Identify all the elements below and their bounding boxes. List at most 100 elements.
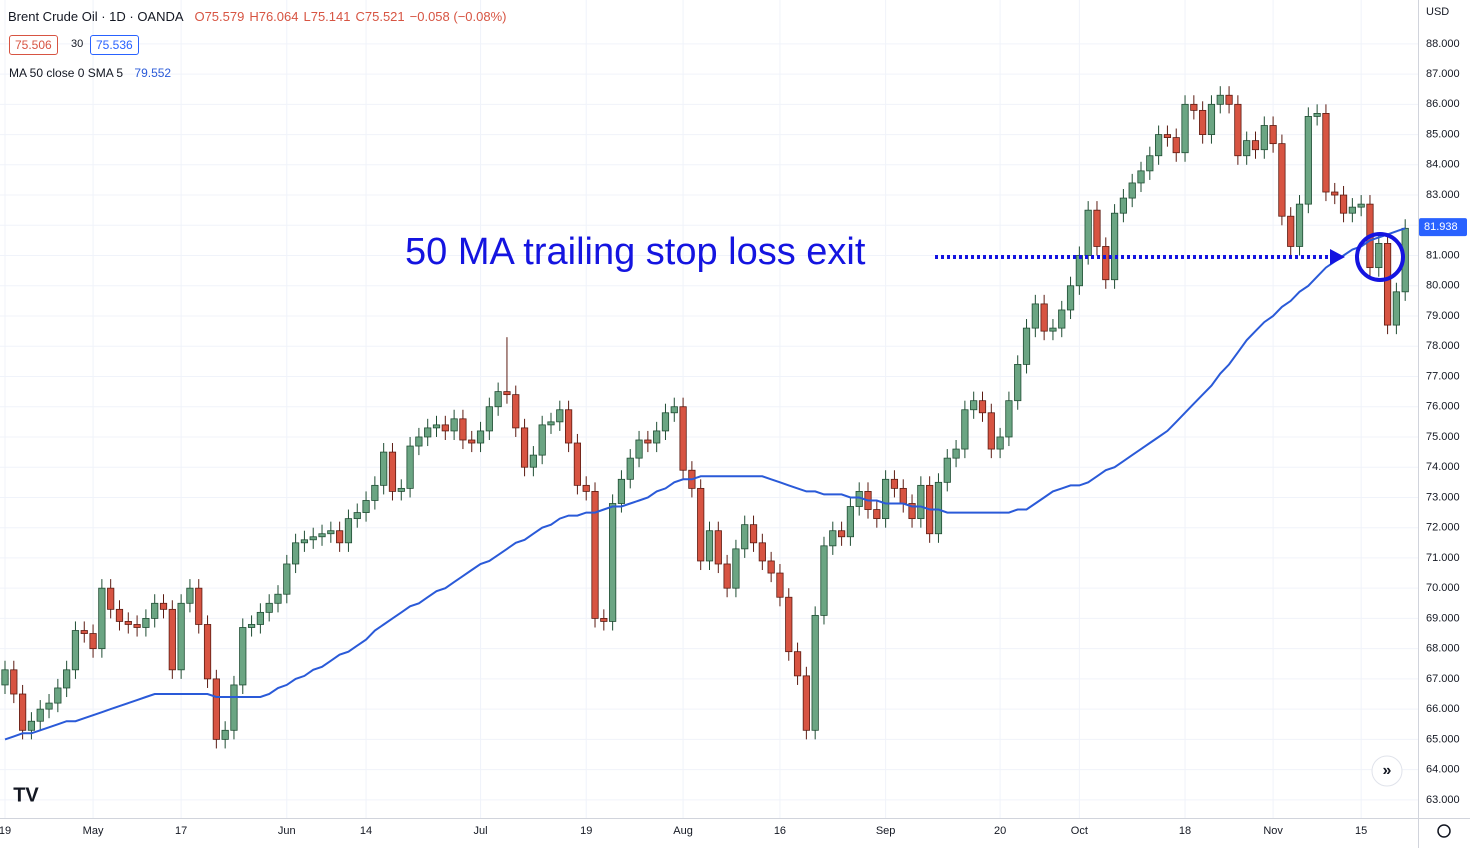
candle-body	[318, 533, 326, 538]
candle-body	[309, 536, 317, 541]
y-tick-label: 79.000	[1426, 310, 1460, 322]
candle-body	[1322, 113, 1330, 193]
symbol-title: Brent Crude Oil · 1D · OANDA	[8, 9, 183, 24]
candle-body	[159, 602, 168, 610]
indicator-value: 79.552	[134, 66, 172, 80]
candle-body	[107, 587, 115, 610]
x-tick-label: 19	[0, 825, 11, 837]
candle-body	[917, 484, 925, 520]
scroll-icon[interactable]: »	[1383, 762, 1392, 779]
indicator: MA 50 close 0 SMA 5 79.552	[9, 66, 171, 80]
candle-body	[617, 478, 626, 504]
candle-body	[186, 587, 194, 604]
candle-body	[1392, 291, 1400, 326]
candle-body	[424, 427, 432, 438]
y-tick-label: 87.000	[1426, 68, 1460, 80]
y-tick-label: 70.000	[1426, 582, 1460, 594]
candle-body	[177, 602, 185, 671]
ohlc-value: C75.521	[355, 9, 405, 24]
y-tick-label: 76.000	[1426, 401, 1460, 413]
ask[interactable]: 75.536	[90, 35, 139, 55]
candle-body	[1287, 215, 1295, 247]
candle-body	[1243, 140, 1251, 157]
y-tick-label: 85.000	[1426, 128, 1460, 140]
candle-body	[1093, 209, 1101, 247]
candle-body	[1075, 255, 1083, 287]
candle-body	[1207, 103, 1216, 135]
candle-body	[837, 530, 846, 538]
candle-body	[1278, 143, 1286, 217]
candle-body	[327, 530, 335, 535]
candle-body	[362, 500, 370, 513]
candle-body	[520, 427, 529, 468]
candle-body	[468, 439, 476, 444]
candle-body	[653, 430, 661, 444]
x-tick-label: Nov	[1263, 825, 1283, 837]
candle-body	[353, 512, 361, 520]
ohlc-value: O75.579	[194, 9, 245, 24]
candle-body	[1260, 125, 1268, 151]
candle-body	[1199, 109, 1207, 135]
y-tick-label: 80.000	[1426, 280, 1460, 292]
candle-body	[494, 391, 502, 408]
candle-body	[230, 684, 238, 731]
candle-body	[133, 624, 141, 628]
candle-body	[1022, 327, 1031, 365]
header: Brent Crude Oil · 1D · OANDA O75.579 H76.…	[8, 9, 512, 24]
candle-body	[1128, 182, 1136, 199]
x-tick-label: 17	[175, 825, 187, 837]
candle-body	[556, 409, 564, 423]
candle-body	[1137, 170, 1145, 184]
scroll-button[interactable]	[1371, 755, 1403, 787]
y-tick-label: 86.000	[1426, 98, 1460, 110]
candle-body	[1014, 363, 1022, 402]
y-tick-label: 75.000	[1426, 431, 1460, 443]
candle-body	[1172, 137, 1180, 154]
x-tick-label: 19	[580, 825, 592, 837]
candle-body	[476, 430, 485, 444]
candle-body	[1110, 212, 1119, 281]
candle-body	[899, 487, 907, 504]
indicator-label: MA 50 close 0 SMA 5	[9, 66, 124, 80]
candle-body	[71, 630, 80, 671]
candle-body	[802, 675, 810, 731]
candle-body	[63, 669, 71, 689]
candle-body	[115, 608, 124, 622]
candle-body	[503, 391, 511, 396]
candle-body	[934, 481, 943, 535]
candle-body	[882, 478, 890, 520]
candle-body	[151, 602, 159, 619]
candle-body	[573, 442, 582, 486]
candle-body	[256, 611, 264, 625]
candle-body	[908, 503, 916, 520]
candle-body	[274, 593, 282, 604]
last-price-box	[1419, 218, 1467, 237]
ohlc-value: −0.058 (−0.08%)	[409, 9, 507, 24]
candle-body	[485, 406, 493, 432]
x-tick-label: Jul	[474, 825, 488, 837]
x-tick-label: 18	[1179, 825, 1191, 837]
candle-body	[714, 530, 722, 565]
x-tick-label: Sep	[876, 825, 896, 837]
x-tick-label: 15	[1355, 825, 1367, 837]
candle-body	[582, 484, 590, 492]
candle-body	[441, 424, 449, 432]
settings-icon[interactable]	[1437, 824, 1451, 838]
y-tick-label: 77.000	[1426, 370, 1460, 382]
x-tick-label: 20	[994, 825, 1006, 837]
candle-body	[846, 506, 855, 538]
y-tick-label: 81.000	[1426, 249, 1460, 261]
currency: USD	[1426, 6, 1449, 18]
candle-body	[978, 400, 987, 414]
candle-body	[54, 687, 62, 704]
candle-body	[538, 424, 546, 456]
x-tick-label: Oct	[1071, 825, 1088, 837]
y-tick-label: 78.000	[1426, 340, 1460, 352]
bid[interactable]: 75.506	[9, 35, 58, 55]
overlay: 50 MA trailing stop loss exit » TV USD	[13, 6, 1451, 838]
candle-body	[635, 439, 643, 459]
candle-body	[943, 457, 951, 483]
candle-body	[371, 484, 379, 501]
candle-body	[1005, 400, 1013, 438]
